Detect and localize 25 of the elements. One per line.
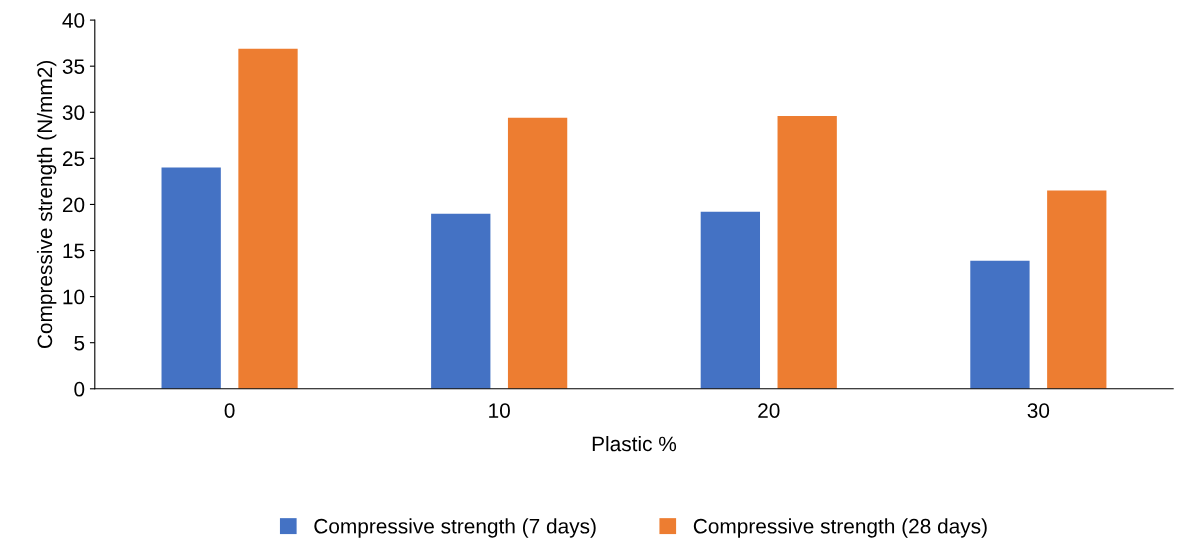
legend-label: Compressive strength (7 days) [314, 518, 596, 538]
y-tick-label: 40 [62, 13, 85, 28]
x-axis-title: Plastic % [592, 435, 677, 452]
bar [700, 211, 761, 389]
bar [1047, 190, 1107, 389]
y-tick-label: 0 [74, 381, 85, 397]
x-tick-label: 0 [224, 403, 235, 418]
y-tick-label: 20 [62, 197, 85, 213]
y-tick-label: 35 [62, 59, 85, 74]
bar [431, 213, 491, 389]
bar [238, 48, 298, 389]
y-tick-label: 30 [62, 105, 85, 121]
y-tick-label: 15 [63, 243, 85, 259]
y-axis-title: Compressive strength (N/mm2) [36, 61, 57, 349]
x-tick-label: 10 [489, 403, 510, 418]
bar [970, 260, 1030, 389]
x-tick-label: 30 [1027, 403, 1050, 418]
y-tick-label: 10 [63, 289, 85, 305]
bar [507, 117, 568, 389]
bar [161, 167, 221, 389]
legend-label: Compressive strength (28 days) [693, 518, 987, 538]
y-tick-label: 25 [62, 151, 85, 167]
bar [777, 115, 837, 389]
y-tick-label: 5 [74, 335, 85, 351]
x-tick-label: 20 [758, 403, 780, 418]
